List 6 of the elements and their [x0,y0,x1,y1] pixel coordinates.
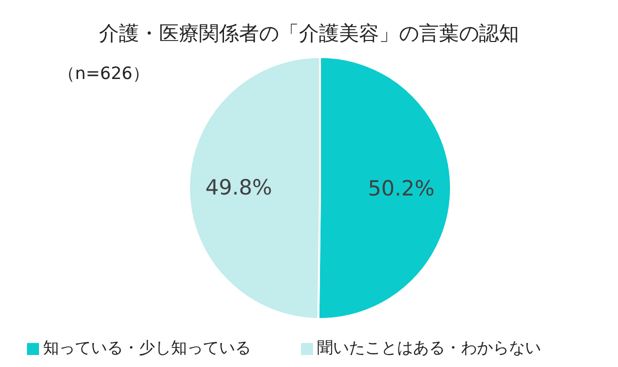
data-label: 49.8% [205,175,272,200]
chart-title: 介護・医療関係者の「介護美容」の言葉の認知 [98,20,520,47]
legend-label: 知っている・少し知っている [43,338,251,357]
legend-label: 聞いたことはある・わからない [317,338,541,357]
chart-subtitle: （n=626） [58,63,150,85]
data-label: 50.2% [368,176,435,201]
